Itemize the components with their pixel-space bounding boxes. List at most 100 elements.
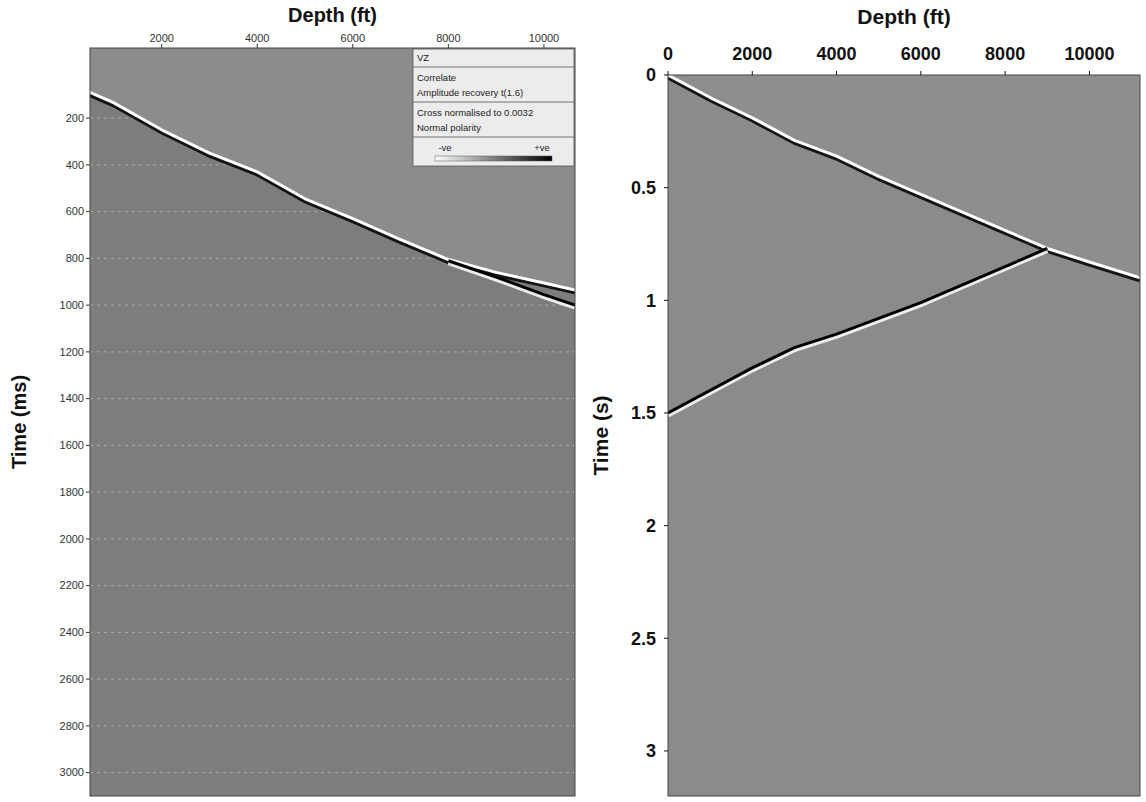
event-edge [668,77,1140,280]
grid-line [90,445,575,446]
y-tick-label: 3 [646,741,656,761]
y-tick-label: 0 [646,65,656,85]
x-tick-label: 6000 [901,44,941,64]
x-tick [752,71,753,75]
x-tick-label: 4000 [817,44,857,64]
y-tick-label: 2.5 [631,629,656,649]
y-tick [664,750,668,751]
x-tick-label: 10000 [529,32,560,44]
y-tick-label: 2800 [60,720,84,732]
x-tick-label: 8000 [985,44,1025,64]
y-axis-title: Time (ms) [8,375,30,469]
frame [668,75,1140,796]
x-tick [352,44,353,48]
y-tick [664,638,668,639]
grid-line [90,492,575,493]
annotation: Correlate [417,72,456,83]
x-tick-label: 2000 [732,44,772,64]
x-tick-label: 6000 [341,32,365,44]
annotation: Normal polarity [417,122,481,133]
y-tick [86,164,90,165]
annotation: VZ [417,52,429,63]
x-tick [257,44,258,48]
y-tick [86,305,90,306]
plot-area [90,48,575,796]
x-tick-label: 2000 [149,32,173,44]
annotation: +ve [534,142,550,153]
y-tick [86,632,90,633]
y-tick-label: 1400 [60,392,84,404]
x-axis-title: Depth (ft) [857,5,950,28]
grid-line [90,585,575,586]
annotation: Cross normalised to 0.0032 [417,107,533,118]
annotation-separator [413,67,574,68]
y-tick-label: 2200 [60,579,84,591]
y-tick-label: 1000 [60,299,84,311]
y-tick [86,772,90,773]
grid-line [90,351,575,352]
pre-arrival-zone [90,48,575,290]
y-tick [86,211,90,212]
grid-line [90,632,575,633]
pre-arrival-zone [668,75,1140,278]
y-tick [86,118,90,119]
polarity-bar [435,156,552,161]
y-tick-label: 2000 [60,533,84,545]
x-tick-label: 10000 [1064,44,1114,64]
grid-line [90,679,575,680]
y-tick-label: 2 [646,516,656,536]
marks [90,48,575,773]
x-tick [1005,71,1006,75]
y-tick-label: 1.5 [631,403,656,423]
panel: 2000400060008000100002004006008001000120… [8,4,575,796]
y-tick-label: 3000 [60,766,84,778]
y-tick-label: 1600 [60,439,84,451]
y-tick [86,351,90,352]
y-tick-label: 400 [66,159,84,171]
event-line [448,261,575,305]
x-tick [920,71,921,75]
y-tick-label: 800 [66,252,84,264]
y-tick [86,585,90,586]
frame [90,48,575,796]
marks [668,75,1140,415]
annotation: -ve [438,142,451,153]
y-tick [664,300,668,301]
x-tick [543,44,544,48]
grid-line [90,538,575,539]
panel: 020004000600080001000000.511.522.53Depth… [589,5,1140,796]
y-tick [86,445,90,446]
y-tick [664,75,668,76]
y-tick-label: 600 [66,205,84,217]
annotation-separator [413,102,574,103]
x-axis-title: Depth (ft) [288,4,377,26]
y-tick [664,412,668,413]
annotation-box: VZ Correlate Amplitude recovery t(1.6) Cros… [413,49,574,166]
annotation-frame [413,49,574,166]
y-axis-title: Time (s) [589,395,612,475]
grid-line [90,398,575,399]
annotation-separator [413,137,574,138]
y-tick [664,187,668,188]
x-tick [161,44,162,48]
y-tick [86,679,90,680]
x-tick-label: 8000 [436,32,460,44]
y-tick [86,398,90,399]
event-line [668,248,1047,412]
event-edge [448,263,575,307]
plot-area [668,75,1140,796]
event-edge [668,250,1047,414]
event-line [668,75,1140,278]
y-tick [86,492,90,493]
y-tick [86,538,90,539]
x-tick [1089,71,1090,75]
x-tick [836,71,837,75]
y-tick-label: 200 [66,112,84,124]
grid-line [90,772,575,773]
x-tick-label: 4000 [245,32,269,44]
y-tick-label: 1 [646,291,656,311]
x-tick [668,71,669,75]
grid-line [90,725,575,726]
annotation: Amplitude recovery t(1.6) [417,87,523,98]
y-tick [664,525,668,526]
